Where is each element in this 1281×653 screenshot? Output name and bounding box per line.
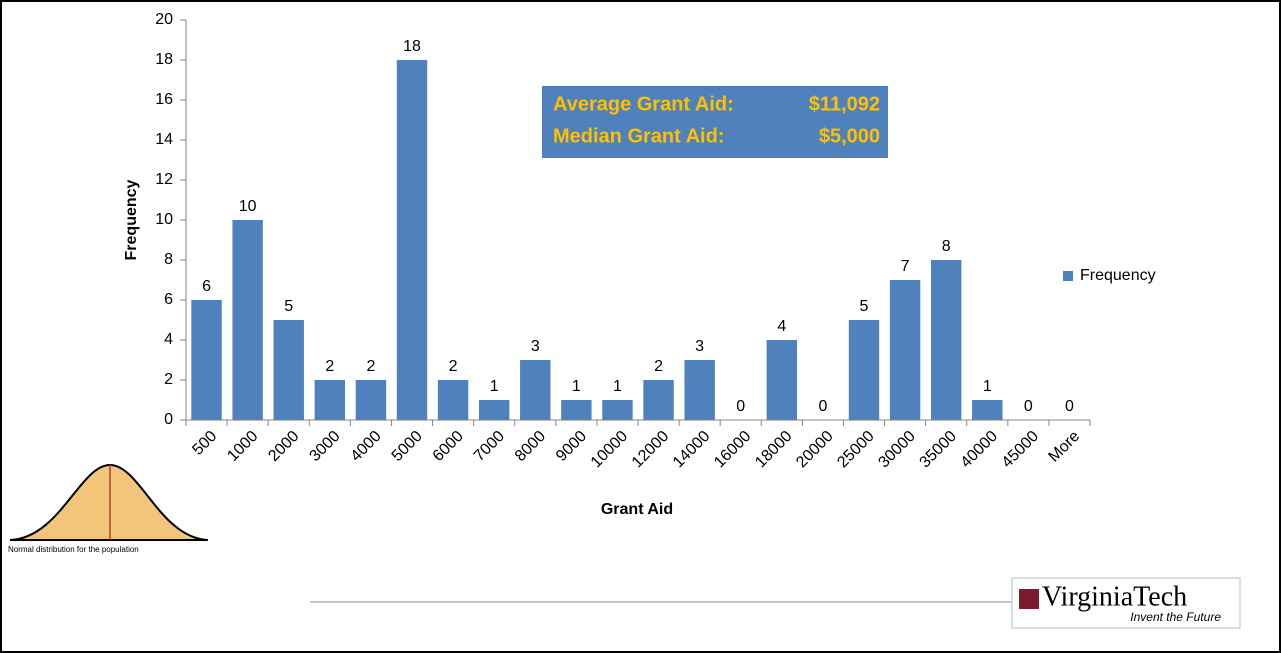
bar	[274, 320, 304, 420]
y-tick-label: 16	[155, 91, 173, 108]
data-label: 1	[983, 378, 992, 395]
y-tick-label: 10	[155, 211, 173, 228]
y-tick-label: 8	[164, 251, 173, 268]
data-label: 3	[695, 338, 704, 355]
data-label: 2	[449, 358, 458, 375]
logo-name: VirginiaTech	[1042, 581, 1187, 612]
bar	[643, 380, 673, 420]
data-label: 2	[366, 358, 375, 375]
data-label: 0	[1024, 398, 1033, 415]
bar	[397, 60, 427, 420]
annotation-label: Average Grant Aid:	[553, 93, 734, 115]
annotation-value: $5,000	[819, 125, 880, 147]
y-tick-label: 6	[164, 291, 173, 308]
inset: Normal distribution for the population	[4, 452, 214, 557]
data-label: 4	[777, 318, 786, 335]
bar	[191, 300, 221, 420]
logo-tagline: Invent the Future	[1130, 610, 1221, 624]
bar	[849, 320, 879, 420]
bar	[232, 220, 262, 420]
data-label: 5	[860, 298, 869, 315]
bar	[438, 380, 468, 420]
y-tick-label: 0	[164, 411, 173, 428]
bar	[684, 360, 714, 420]
data-label: 0	[818, 398, 827, 415]
bar	[315, 380, 345, 420]
y-axis-title: Frequency	[123, 179, 140, 260]
y-tick-label: 18	[155, 51, 173, 68]
inset-caption: Normal distribution for the population	[8, 545, 139, 554]
x-axis-title: Grant Aid	[601, 501, 673, 518]
data-label: 18	[403, 38, 421, 55]
data-label: 3	[531, 338, 540, 355]
data-label: 2	[654, 358, 663, 375]
data-label: 1	[490, 378, 499, 395]
data-label: 6	[202, 278, 211, 295]
data-label: 1	[572, 378, 581, 395]
y-tick-label: 4	[164, 331, 173, 348]
annotation-value: $11,092	[809, 93, 880, 115]
bar	[890, 280, 920, 420]
y-tick-label: 12	[155, 171, 173, 188]
y-tick-label: 20	[155, 11, 173, 28]
bar	[602, 400, 632, 420]
data-label: 1	[613, 378, 622, 395]
bar	[520, 360, 550, 420]
data-label: 0	[736, 398, 745, 415]
data-label: 7	[901, 258, 910, 275]
slide: Normal distribution for the population V…	[0, 0, 1281, 653]
y-tick-label: 14	[155, 131, 173, 148]
annotation-label: Median Grant Aid:	[553, 125, 724, 147]
data-label: 5	[284, 298, 293, 315]
data-label: 2	[325, 358, 334, 375]
bar	[972, 400, 1002, 420]
y-tick-label: 2	[164, 371, 173, 388]
data-label: 8	[942, 238, 951, 255]
logo: VirginiaTech Invent the Future	[1012, 578, 1240, 628]
data-label: 0	[1065, 398, 1074, 415]
data-label: 10	[239, 198, 257, 215]
bar	[479, 400, 509, 420]
bar	[561, 400, 591, 420]
logo-emblem	[1019, 589, 1039, 609]
bar	[356, 380, 386, 420]
legend-label: Frequency	[1080, 267, 1156, 284]
legend-swatch	[1063, 271, 1073, 281]
bar	[931, 260, 961, 420]
bar	[767, 340, 797, 420]
